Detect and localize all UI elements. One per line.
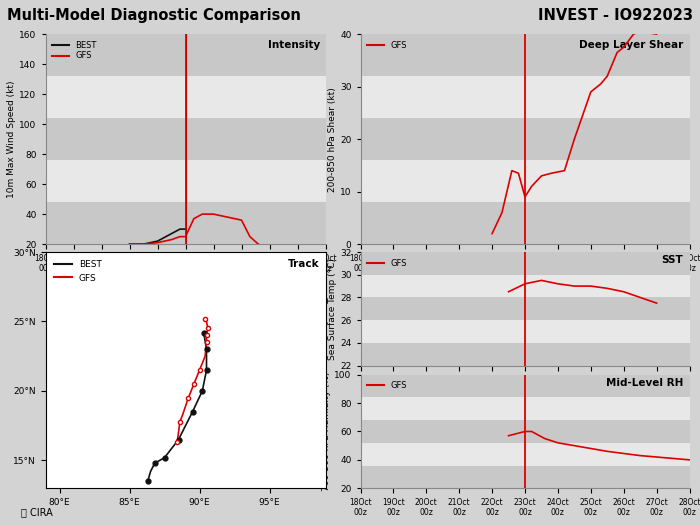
Y-axis label: 10m Max Wind Speed (kt): 10m Max Wind Speed (kt) [8,80,16,198]
Text: Intensity: Intensity [267,40,320,50]
Bar [360,420,690,443]
Bar [360,298,690,320]
Text: Deep Layer Shear: Deep Layer Shear [579,40,683,50]
Bar [360,320,690,343]
Bar [360,76,690,118]
Bar [360,375,690,397]
Bar [360,160,690,202]
Bar [360,343,690,365]
Legend: BEST, GFS: BEST, GFS [50,38,99,63]
Y-axis label: 200-850 hPa Shear (kt): 200-850 hPa Shear (kt) [328,87,337,192]
Legend: GFS: GFS [365,38,409,52]
Bar [360,118,690,160]
Y-axis label: 700-500 hPa Humidity (%): 700-500 hPa Humidity (%) [323,372,331,491]
Text: INVEST - IO922023: INVEST - IO922023 [538,8,693,23]
Legend: GFS: GFS [365,379,409,393]
Bar [46,202,326,244]
Bar [46,34,326,76]
Bar [46,118,326,160]
Bar [360,275,690,298]
Bar [360,443,690,466]
Bar [360,397,690,420]
Bar [360,34,690,76]
Text: Track: Track [288,259,320,269]
Legend: GFS: GFS [365,256,409,270]
Bar [46,160,326,202]
Text: Ⓜ CIRA: Ⓜ CIRA [21,507,52,517]
Bar [46,76,326,118]
Text: Mid-Level RH: Mid-Level RH [606,378,683,388]
Bar [360,252,690,275]
Bar [360,466,690,488]
Y-axis label: Sea Surface Temp (°C): Sea Surface Temp (°C) [328,258,337,360]
Text: Multi-Model Diagnostic Comparison: Multi-Model Diagnostic Comparison [7,8,301,23]
Text: SST: SST [662,255,683,266]
Bar [360,202,690,244]
Legend: BEST, GFS: BEST, GFS [50,257,106,286]
